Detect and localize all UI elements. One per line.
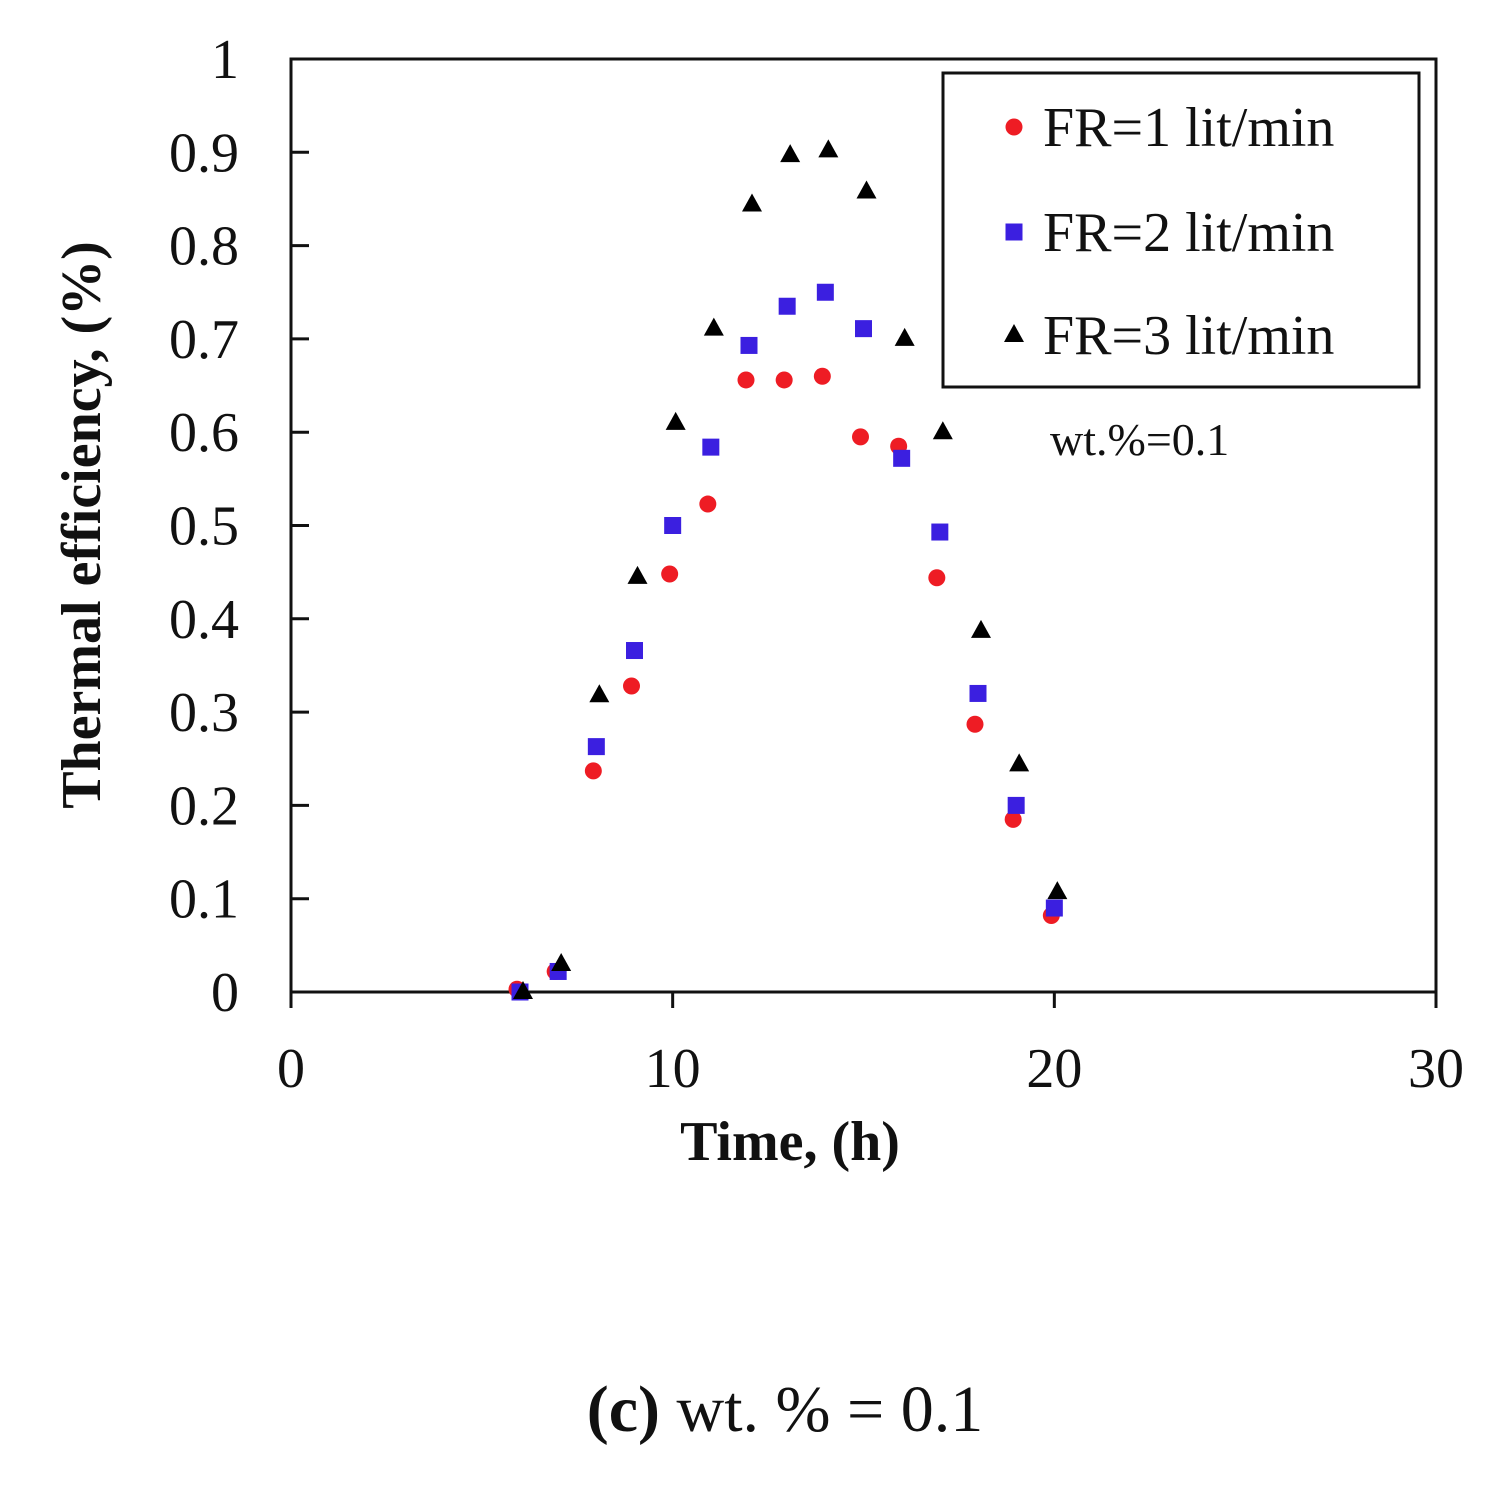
data-point-circle <box>928 569 946 587</box>
data-point-triangle <box>818 139 839 158</box>
legend-marker-triangle <box>1004 324 1024 342</box>
data-point-circle <box>737 371 755 389</box>
data-point-triangle <box>971 619 991 638</box>
y-tick-label: 0.1 <box>169 869 239 931</box>
x-tick-label: 10 <box>645 1038 701 1100</box>
data-point-square <box>931 523 949 541</box>
legend-marker-square <box>1005 223 1023 241</box>
data-point-circle <box>699 495 717 513</box>
data-point-triangle <box>1009 753 1030 772</box>
data-point-triangle <box>1047 881 1068 900</box>
legend-label: FR=3 lit/min <box>1043 305 1334 367</box>
series-2 <box>511 283 1063 1001</box>
data-point-square <box>969 684 987 702</box>
y-tick-label: 0.2 <box>169 775 239 837</box>
thermal-efficiency-chart: 0 0.1 0.2 0.3 0.4 0.5 0.6 0.7 0.8 0.9 1 0 10 20 30 Ti… <box>51 29 1464 1173</box>
data-point-square <box>626 642 643 660</box>
x-tick-label: 0 <box>277 1038 305 1100</box>
data-point-triangle <box>703 317 724 336</box>
data-point-circle <box>661 565 679 583</box>
y-tick-label: 0.7 <box>169 309 239 371</box>
y-tick-label: 0.8 <box>169 216 239 278</box>
y-axis-ticks: 0 0.1 0.2 0.3 0.4 0.5 0.6 0.7 0.8 0.9 1 <box>169 29 309 1024</box>
y-tick-label: 0.4 <box>169 589 239 651</box>
data-point-circle <box>1004 810 1022 828</box>
data-point-square <box>855 320 872 338</box>
x-axis-title: Time, (h) <box>680 1111 900 1173</box>
data-point-triangle <box>513 981 533 999</box>
y-tick-label: 0 <box>211 962 239 1024</box>
y-tick-label: 0.6 <box>169 402 239 464</box>
data-point-square <box>702 438 720 456</box>
data-point-circle <box>813 367 831 385</box>
data-points <box>508 139 1068 1001</box>
data-point-square <box>1007 796 1025 814</box>
legend-label: FR=1 lit/min <box>1043 97 1334 159</box>
legend: FR=1 lit/min FR=2 lit/min FR=3 lit/min <box>941 71 1421 389</box>
data-point-circle <box>775 371 793 389</box>
annotation-wt-percent: wt.%=0.1 <box>1050 414 1229 465</box>
data-point-square <box>740 336 758 354</box>
data-point-circle <box>623 677 640 695</box>
data-point-circle <box>584 762 602 780</box>
data-point-square <box>816 283 834 301</box>
data-point-triangle <box>551 953 572 972</box>
y-tick-label: 0.9 <box>169 122 239 184</box>
data-point-triangle <box>742 193 762 212</box>
data-point-square <box>893 449 911 467</box>
figure-caption: (c) wt. % = 0.1 <box>0 1372 1500 1448</box>
data-point-triangle <box>589 684 610 703</box>
legend-label: FR=2 lit/min <box>1043 202 1334 264</box>
caption-label: (c) <box>586 1373 661 1446</box>
y-tick-label: 1 <box>211 29 239 91</box>
data-point-square <box>664 517 682 534</box>
data-point-square <box>1045 899 1063 917</box>
x-tick-label: 20 <box>1026 1038 1082 1100</box>
series-3 <box>513 139 1068 999</box>
y-tick-label: 0.3 <box>169 682 239 744</box>
data-point-triangle <box>856 180 877 199</box>
data-point-square <box>587 738 605 756</box>
y-tick-label: 0.5 <box>169 496 239 558</box>
caption-text: wt. % = 0.1 <box>660 1373 984 1446</box>
legend-marker-circle <box>1005 118 1023 136</box>
legend-items: FR=1 lit/min FR=2 lit/min FR=3 lit/min <box>1004 97 1334 367</box>
y-axis-title: Thermal efficiency, (%) <box>51 241 113 809</box>
data-point-triangle <box>665 411 686 430</box>
data-point-triangle <box>780 144 801 163</box>
x-tick-label: 30 <box>1408 1038 1464 1100</box>
x-axis-ticks: 0 10 20 30 <box>277 992 1464 1100</box>
data-point-circle <box>966 715 984 733</box>
data-point-triangle <box>932 421 953 440</box>
data-point-circle <box>852 428 869 446</box>
data-point-triangle <box>894 327 915 346</box>
data-point-triangle <box>627 565 648 584</box>
data-point-square <box>778 297 796 315</box>
series-1 <box>508 367 1060 998</box>
